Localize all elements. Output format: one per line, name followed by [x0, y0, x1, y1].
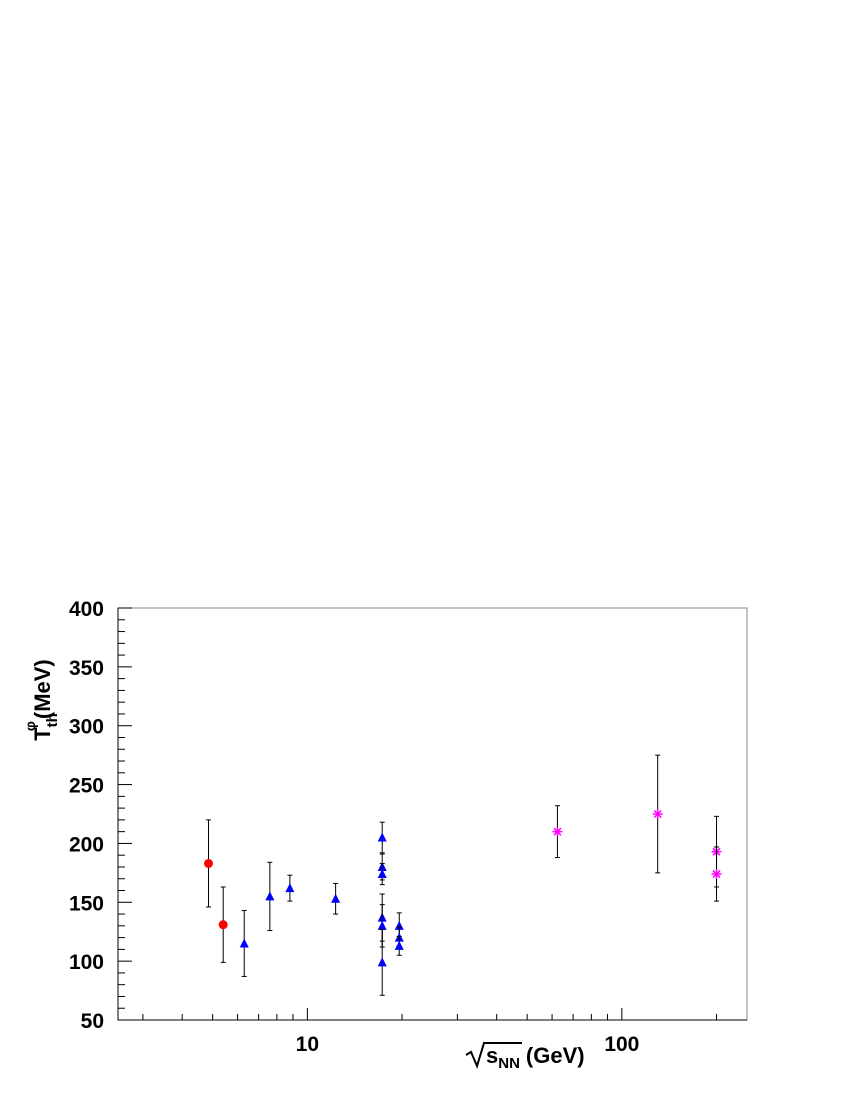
data-point: [265, 891, 275, 901]
x-tick-label: 10: [296, 1033, 319, 1056]
marker-shape: [331, 893, 341, 903]
y-tick-label: 350: [69, 657, 104, 680]
marker-shape: [553, 827, 562, 836]
sqrt-sign: [465, 1042, 522, 1069]
data-point: [218, 920, 228, 930]
x-label-sub: NN: [498, 1055, 520, 1072]
y-label-sub: th: [44, 713, 61, 727]
data-point: [552, 826, 563, 837]
marker-shape: [285, 883, 295, 893]
data-point: [331, 893, 341, 903]
data-point: [394, 920, 404, 930]
y-axis-label: Tthφ (MeV): [22, 659, 61, 741]
marker-shape: [218, 920, 228, 930]
x-axis-label: sNN (GeV): [486, 1043, 585, 1072]
x-label-radicand: s: [486, 1043, 498, 1068]
y-tick-label: 300: [69, 716, 104, 739]
data-point: [377, 957, 387, 967]
data-point: [394, 940, 404, 950]
marker-shape: [712, 870, 721, 879]
y-label-sup: φ: [22, 721, 38, 731]
data-point: [239, 938, 249, 948]
y-tick-label: 250: [69, 775, 104, 798]
marker-shape: [377, 869, 387, 879]
data-point: [711, 869, 722, 880]
y-tick-label: 100: [69, 951, 104, 974]
marker-shape: [204, 858, 214, 868]
y-label-unit: (MeV): [30, 659, 55, 719]
data-point: [204, 858, 214, 868]
marker-shape: [377, 957, 387, 967]
data-point: [285, 883, 295, 893]
x-tick-label: 100: [604, 1033, 639, 1056]
data-point: [377, 832, 387, 842]
y-tick-label: 200: [69, 833, 104, 856]
marker-shape: [653, 809, 662, 819]
data-point: [377, 869, 387, 879]
marker-shape: [394, 920, 404, 930]
x-label-unit: (GeV): [526, 1043, 585, 1068]
y-tick-label: 150: [69, 892, 104, 915]
marker-shape: [377, 832, 387, 842]
plot-frame: [117, 607, 748, 1021]
marker-shape: [265, 891, 275, 901]
y-tick-label: 50: [81, 1010, 104, 1033]
data-point: [652, 809, 663, 819]
y-tick-label: 400: [69, 598, 104, 621]
marker-shape: [394, 940, 404, 950]
data-point: [377, 920, 387, 930]
marker-shape: [239, 938, 249, 948]
marker-shape: [377, 920, 387, 930]
y-label-main: T: [30, 727, 55, 741]
